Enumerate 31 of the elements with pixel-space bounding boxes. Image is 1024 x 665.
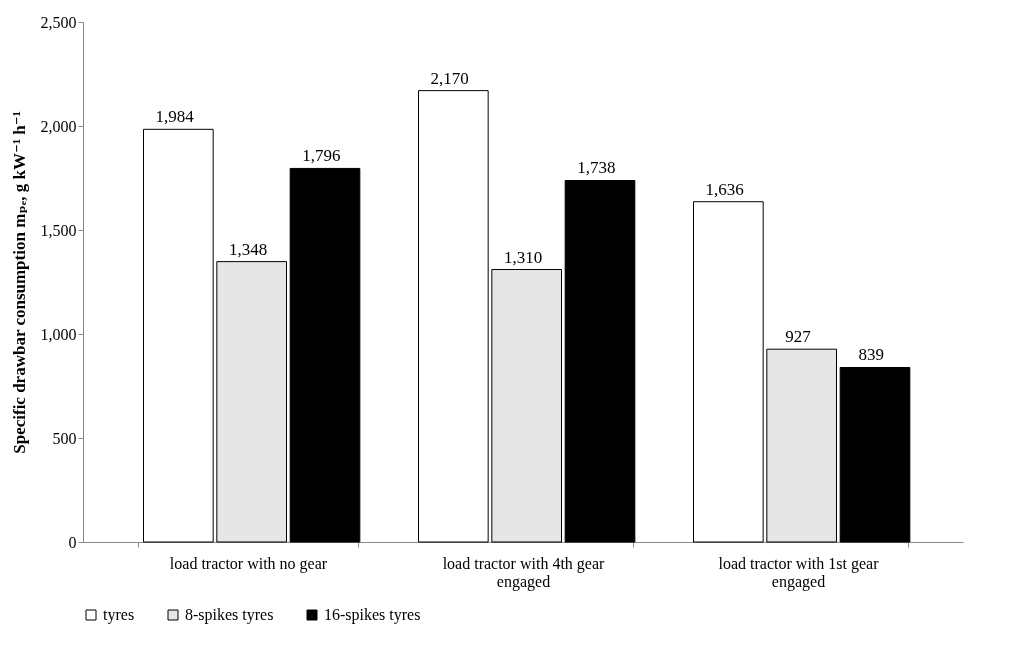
data-label: 1,796: [302, 146, 341, 166]
bar: [289, 167, 361, 543]
y-tick-label: 0: [68, 533, 77, 551]
x-tick-label: load tractor with 1st gear engaged: [718, 554, 880, 591]
data-label: 1,738: [577, 158, 616, 178]
x-tick-label: load tractor with 4th gear engaged: [442, 554, 606, 591]
y-tick-label: 2,000: [40, 117, 77, 135]
data-label: 1,310: [503, 247, 543, 267]
y-tick-label: 1,000: [40, 325, 77, 343]
y-tick-label: 2,500: [40, 13, 77, 31]
data-label: 927: [785, 327, 812, 347]
data-label: 1,984: [155, 107, 195, 127]
data-label: 1,348: [228, 239, 268, 259]
legend-label: 8-spikes tyres: [185, 606, 274, 624]
data-label: 839: [858, 345, 885, 365]
y-tick-label: 500: [52, 429, 77, 447]
bar: [766, 348, 837, 543]
data-label: 2,170: [430, 68, 469, 88]
bar: [564, 180, 636, 543]
bar: [418, 90, 489, 543]
y-axis-title: Specific drawbar consumption mₚₑ, g kW⁻¹ h⁻¹: [9, 111, 29, 454]
bar: [143, 128, 214, 543]
x-tick-label: load tractor with no gear: [169, 554, 328, 573]
bar: [216, 261, 287, 543]
data-label: 1,636: [705, 179, 744, 199]
legend-label: tyres: [103, 606, 135, 624]
bar: [693, 201, 764, 543]
bar: [839, 366, 911, 543]
bar: [491, 269, 562, 543]
y-tick-label: 1,500: [40, 221, 77, 239]
legend-label: 16-spikes tyres: [324, 606, 421, 624]
